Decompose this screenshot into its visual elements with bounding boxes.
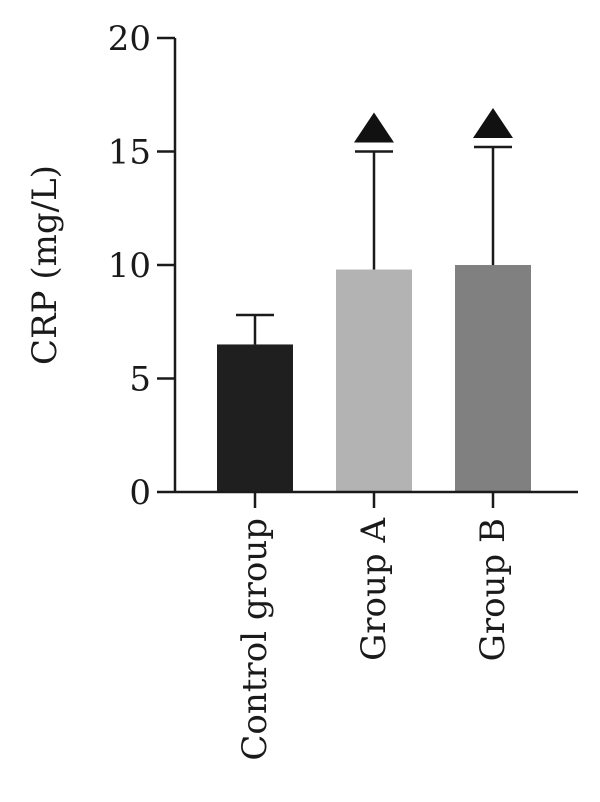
bar xyxy=(455,265,531,492)
x-category-label: Group B xyxy=(473,518,513,661)
significance-triangle xyxy=(473,107,513,138)
y-tick-label: 15 xyxy=(108,133,151,173)
y-ticks: 0 5 10 15 20 xyxy=(108,19,175,513)
y-tick-label: 0 xyxy=(129,473,151,513)
x-category-label: Group A xyxy=(354,518,394,661)
y-tick-label: 20 xyxy=(108,19,151,59)
bar xyxy=(217,344,293,492)
y-tick-label: 10 xyxy=(108,246,151,286)
bar xyxy=(336,269,412,492)
y-tick-label: 5 xyxy=(129,360,151,400)
plot-area xyxy=(217,107,531,492)
x-ticks: Control group Group A Group B xyxy=(235,492,513,761)
significance-triangle xyxy=(354,112,394,143)
y-axis-title: CRP (mg/L) xyxy=(25,165,65,365)
x-category-label: Control group xyxy=(235,518,275,761)
